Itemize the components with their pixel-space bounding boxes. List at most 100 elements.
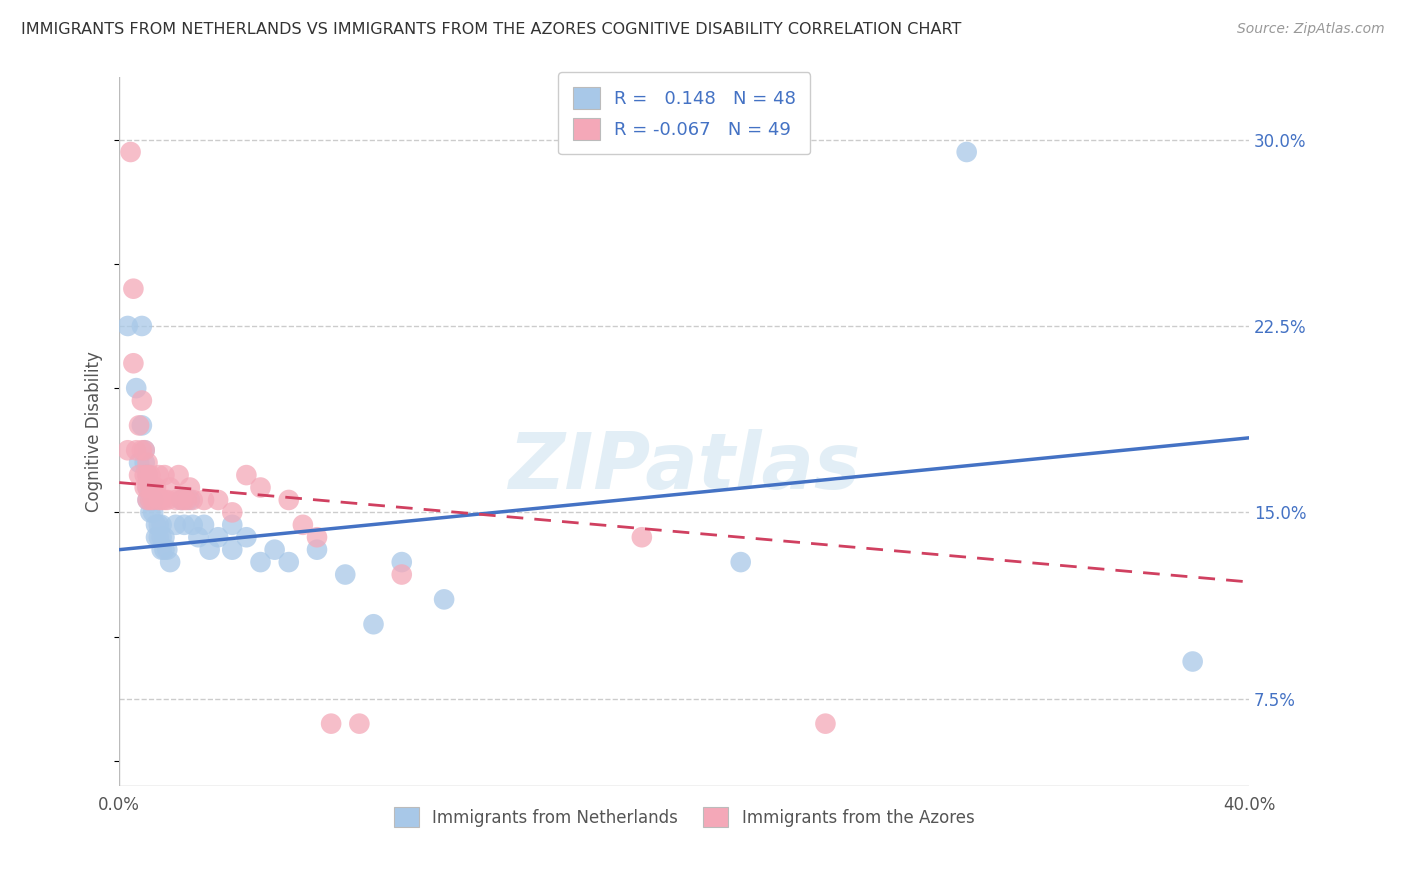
Point <box>193 517 215 532</box>
Point <box>321 716 343 731</box>
Point <box>173 517 195 532</box>
Point <box>139 505 162 519</box>
Point <box>136 481 159 495</box>
Point <box>159 555 181 569</box>
Point <box>167 468 190 483</box>
Point <box>391 555 413 569</box>
Point <box>349 716 371 731</box>
Point <box>193 492 215 507</box>
Point <box>139 481 162 495</box>
Point <box>136 468 159 483</box>
Text: Source: ZipAtlas.com: Source: ZipAtlas.com <box>1237 22 1385 37</box>
Point <box>956 145 979 159</box>
Point <box>391 567 413 582</box>
Point <box>142 505 165 519</box>
Legend: Immigrants from Netherlands, Immigrants from the Azores: Immigrants from Netherlands, Immigrants … <box>388 800 981 834</box>
Point <box>142 492 165 507</box>
Point <box>117 443 139 458</box>
Point <box>134 443 156 458</box>
Point <box>136 468 159 483</box>
Point <box>1181 655 1204 669</box>
Point <box>117 318 139 333</box>
Point <box>128 456 150 470</box>
Point <box>150 492 173 507</box>
Point <box>150 517 173 532</box>
Point <box>305 530 328 544</box>
Point <box>221 505 243 519</box>
Point <box>235 530 257 544</box>
Point <box>136 481 159 495</box>
Point <box>125 443 148 458</box>
Point <box>153 468 176 483</box>
Point <box>145 481 167 495</box>
Point <box>153 530 176 544</box>
Point <box>263 542 285 557</box>
Point <box>730 555 752 569</box>
Point <box>179 481 201 495</box>
Point <box>122 282 145 296</box>
Point <box>136 492 159 507</box>
Point <box>120 145 142 159</box>
Point <box>335 567 357 582</box>
Point <box>122 356 145 370</box>
Point <box>131 393 153 408</box>
Point <box>165 492 187 507</box>
Point <box>249 481 271 495</box>
Point <box>165 517 187 532</box>
Point <box>139 492 162 507</box>
Point <box>150 542 173 557</box>
Point <box>131 318 153 333</box>
Point <box>173 492 195 507</box>
Text: ZIPatlas: ZIPatlas <box>508 429 860 505</box>
Point <box>148 468 170 483</box>
Point <box>148 517 170 532</box>
Point <box>207 530 229 544</box>
Point <box>170 492 193 507</box>
Point <box>181 517 204 532</box>
Point <box>125 381 148 395</box>
Point <box>139 492 162 507</box>
Point <box>148 530 170 544</box>
Point <box>277 492 299 507</box>
Point <box>156 542 179 557</box>
Point <box>139 468 162 483</box>
Point <box>134 443 156 458</box>
Point <box>134 456 156 470</box>
Point <box>198 542 221 557</box>
Point <box>145 517 167 532</box>
Point <box>305 542 328 557</box>
Point <box>159 481 181 495</box>
Point <box>148 492 170 507</box>
Point <box>136 456 159 470</box>
Point <box>176 492 198 507</box>
Point <box>221 517 243 532</box>
Point <box>145 530 167 544</box>
Point <box>363 617 385 632</box>
Point <box>156 492 179 507</box>
Point <box>170 492 193 507</box>
Point <box>153 492 176 507</box>
Point <box>142 481 165 495</box>
Point <box>128 418 150 433</box>
Point <box>136 492 159 507</box>
Point <box>181 492 204 507</box>
Point <box>131 418 153 433</box>
Point <box>187 530 209 544</box>
Y-axis label: Cognitive Disability: Cognitive Disability <box>86 351 103 512</box>
Point <box>207 492 229 507</box>
Point <box>134 468 156 483</box>
Point <box>221 542 243 557</box>
Point <box>433 592 456 607</box>
Point <box>150 530 173 544</box>
Point <box>128 468 150 483</box>
Point <box>134 481 156 495</box>
Text: IMMIGRANTS FROM NETHERLANDS VS IMMIGRANTS FROM THE AZORES COGNITIVE DISABILITY C: IMMIGRANTS FROM NETHERLANDS VS IMMIGRANT… <box>21 22 962 37</box>
Point <box>249 555 271 569</box>
Point <box>153 542 176 557</box>
Point <box>131 443 153 458</box>
Point <box>631 530 654 544</box>
Point <box>142 492 165 507</box>
Point <box>814 716 837 731</box>
Point <box>179 492 201 507</box>
Point <box>277 555 299 569</box>
